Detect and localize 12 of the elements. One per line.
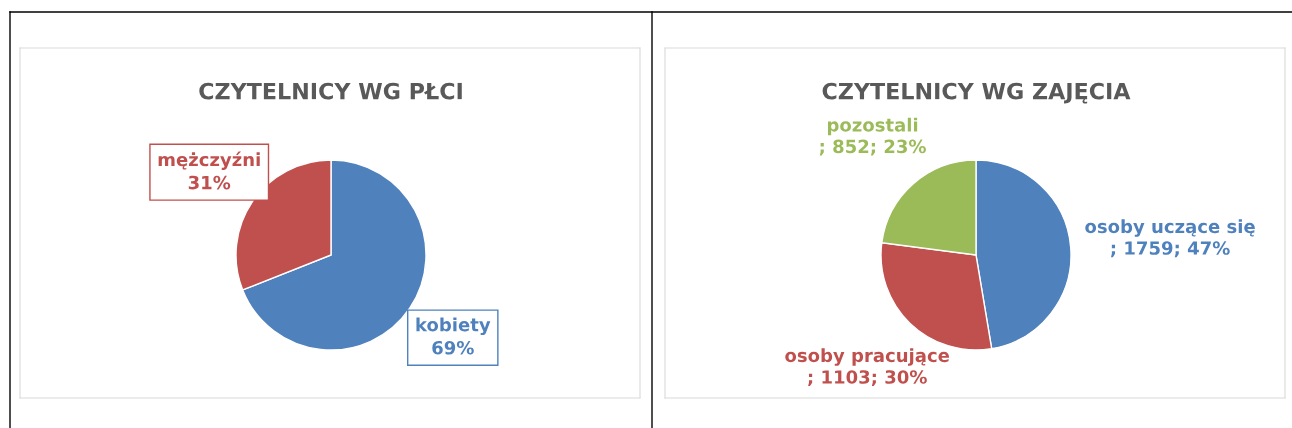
data-label: 69% — [432, 340, 474, 355]
data-label: 31% — [188, 175, 231, 190]
slice-label: pozostali — [827, 117, 918, 136]
data-label: ; 852; 23% — [819, 139, 926, 156]
data-label: ; 1759; 47% — [1110, 241, 1230, 258]
slice-label: osoby uczące się — [1085, 219, 1255, 237]
data-label: ; 1103; 30% — [808, 370, 927, 387]
slice-label: mężczyźni — [158, 151, 260, 170]
slice-label: osoby pracujące — [785, 348, 950, 366]
slice-label: kobiety — [416, 317, 491, 336]
chart-title: CZYTELNICY WG ZAJĘCIA — [822, 82, 1131, 104]
chart-title: CZYTELNICY WG PŁCI — [199, 82, 462, 100]
